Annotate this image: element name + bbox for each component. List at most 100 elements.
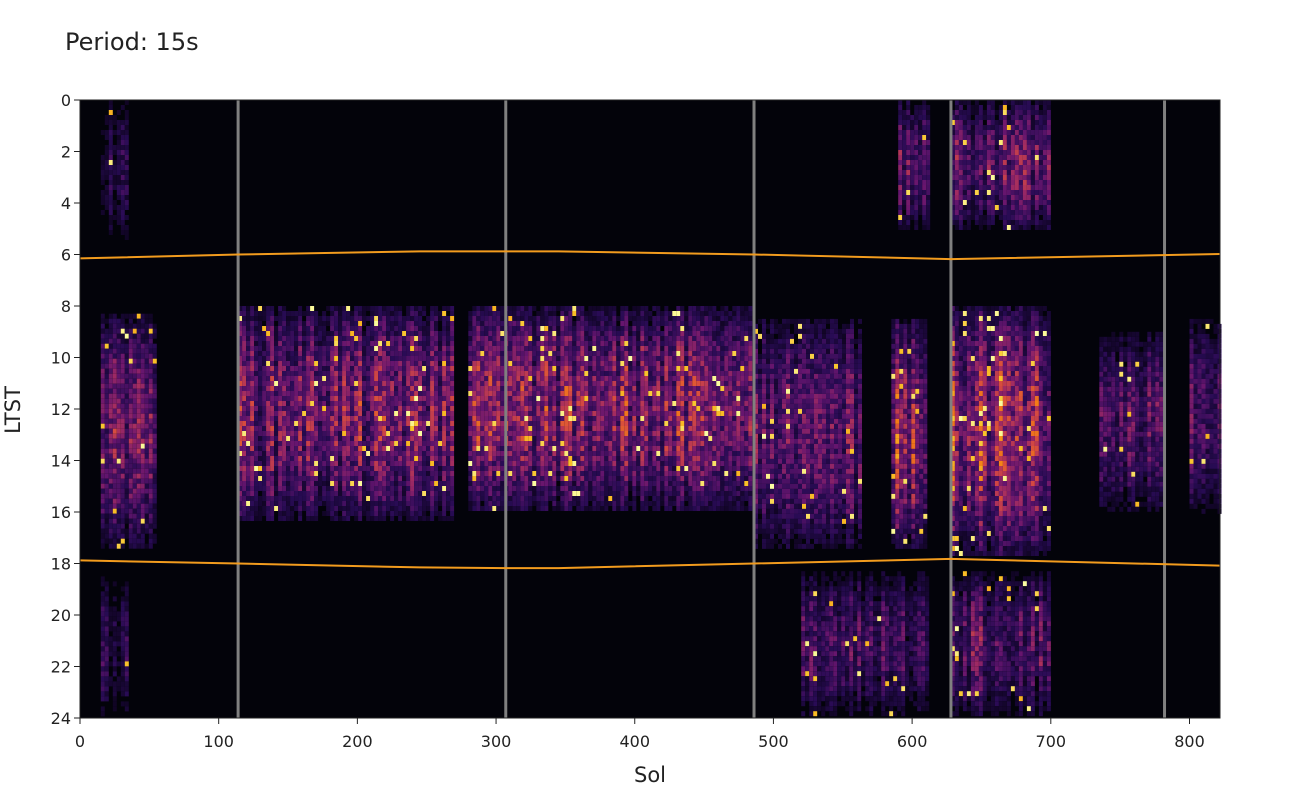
heatmap-cell (390, 371, 395, 376)
heatmap-cell (310, 351, 315, 356)
heatmap-cell (592, 436, 597, 441)
heatmap-cell (520, 331, 525, 336)
heatmap-cell (104, 363, 109, 369)
heatmap-cell (430, 426, 435, 431)
heatmap-cell (548, 371, 553, 376)
heatmap-cell (132, 423, 137, 429)
heatmap-cell (374, 401, 379, 406)
heatmap-cell (128, 463, 133, 469)
heatmap-cell (426, 441, 431, 446)
heatmap-cell (640, 306, 645, 311)
heatmap-cell (540, 506, 545, 511)
heatmap-cell (572, 356, 577, 361)
heatmap-cell (116, 468, 121, 474)
heatmap-cell (402, 416, 407, 421)
heatmap-cell (112, 543, 117, 549)
heatmap-cell (382, 356, 387, 361)
heatmap-cell (116, 543, 121, 549)
heatmap-cell (358, 436, 363, 441)
heatmap-cell (480, 331, 485, 336)
heatmap-cell (282, 431, 287, 436)
heatmap-cell (116, 408, 121, 414)
heatmap-cell (100, 428, 105, 434)
heatmap-cell (524, 401, 529, 406)
heatmap-cell (128, 493, 133, 499)
heatmap-cell (310, 431, 315, 436)
heatmap-cell (604, 391, 609, 396)
heatmap-cell (394, 381, 399, 386)
heatmap-cell (262, 411, 267, 416)
heatmap-cell (564, 366, 569, 371)
heatmap-cell (330, 406, 335, 411)
heatmap-cell (144, 503, 149, 509)
heatmap-cell (362, 421, 367, 426)
heatmap-cell (124, 493, 129, 499)
heatmap-cell (286, 386, 291, 391)
heatmap-cell (116, 175, 121, 180)
heatmap-cell (552, 461, 557, 466)
heatmap-cell (266, 361, 271, 366)
heatmap-cell (108, 423, 113, 429)
heatmap-cell (140, 528, 145, 534)
heatmap-cell (516, 461, 521, 466)
heatmap-cell (314, 326, 319, 331)
heatmap-cell (520, 506, 525, 511)
heatmap-cell (532, 341, 537, 346)
heatmap-cell (532, 326, 537, 331)
heatmap-cell (326, 461, 331, 466)
heatmap-cell (116, 483, 121, 489)
heatmap-cell (386, 431, 391, 436)
heatmap-cell (402, 356, 407, 361)
heatmap-cell (250, 311, 255, 316)
heatmap-cell (104, 383, 109, 389)
heatmap-cell (472, 381, 477, 386)
heatmap-cell (492, 456, 497, 461)
heatmap-cell (370, 381, 375, 386)
heatmap-cell (140, 423, 145, 429)
heatmap-cell (604, 401, 609, 406)
heatmap-cell (616, 381, 621, 386)
heatmap-cell (584, 436, 589, 441)
heatmap-cell (282, 311, 287, 316)
heatmap-cell (476, 391, 481, 396)
heatmap-cell (410, 381, 415, 386)
heatmap-cell (612, 456, 617, 461)
heatmap-cell (120, 488, 125, 494)
heatmap-cell (100, 348, 105, 354)
heatmap-cell (238, 466, 243, 471)
heatmap-cell (128, 473, 133, 479)
heatmap-cell (242, 326, 247, 331)
heatmap-cell (468, 471, 473, 476)
heatmap-cell (632, 331, 637, 336)
heatmap-cell (140, 318, 145, 324)
heatmap-cell (564, 321, 569, 326)
heatmap-cell (104, 661, 109, 667)
heatmap-cell (544, 446, 549, 451)
heatmap-cell (472, 396, 477, 401)
heatmap-cell (442, 356, 447, 361)
heatmap-cell (640, 496, 645, 501)
heatmap-cell (616, 476, 621, 481)
heatmap-cell (592, 356, 597, 361)
heatmap-cell (124, 135, 129, 140)
heatmap-cell (644, 421, 649, 426)
heatmap-cell (258, 311, 263, 316)
heatmap-cell (104, 195, 109, 200)
heatmap-cell (632, 506, 637, 511)
heatmap-cell (128, 323, 133, 329)
heatmap-cell (358, 411, 363, 416)
heatmap-cell (430, 491, 435, 496)
heatmap-cell (596, 396, 601, 401)
heatmap-cell (258, 336, 263, 341)
heatmap-cell (370, 396, 375, 401)
heatmap-cell (144, 413, 149, 419)
heatmap-cell (418, 446, 423, 451)
heatmap-cell (242, 486, 247, 491)
heatmap-cell (402, 481, 407, 486)
heatmap-cell (294, 491, 299, 496)
heatmap-cell (636, 361, 641, 366)
heatmap-cell (382, 366, 387, 371)
heatmap-cell (148, 313, 153, 319)
heatmap-cell (528, 491, 533, 496)
heatmap-cell (560, 371, 565, 376)
